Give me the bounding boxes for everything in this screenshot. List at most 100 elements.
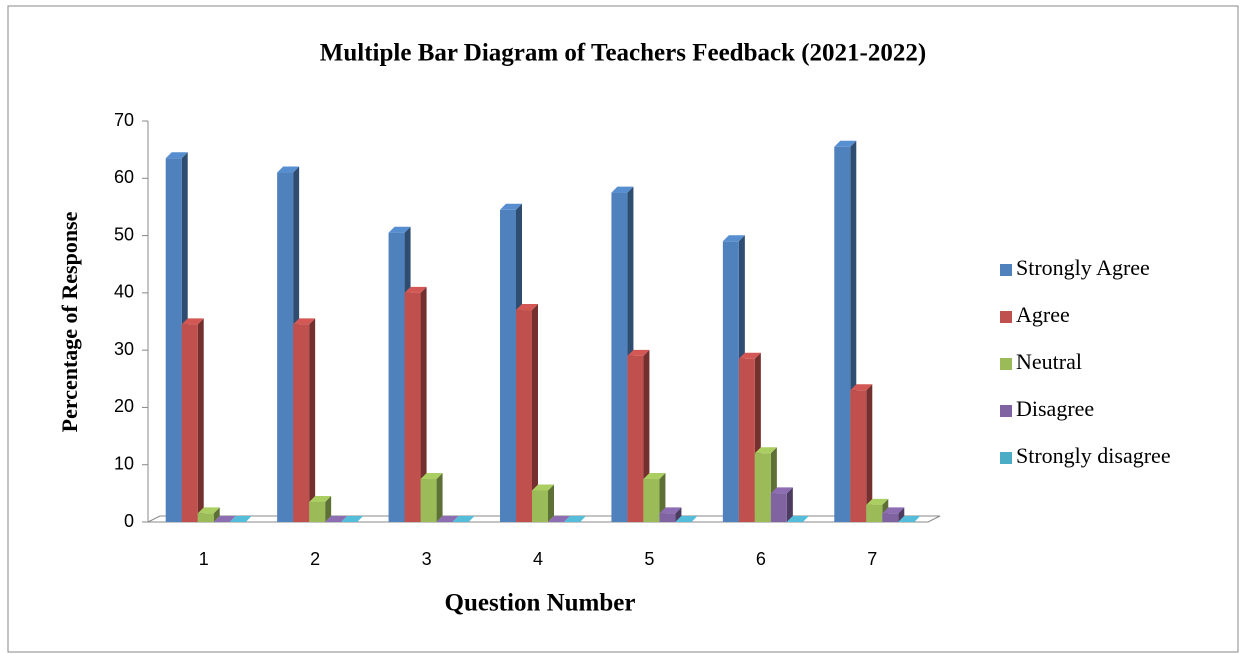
bar-top bbox=[197, 507, 220, 514]
legend-label: Strongly disagree bbox=[1016, 443, 1171, 468]
legend-swatch bbox=[1000, 358, 1012, 370]
bar-front bbox=[659, 513, 676, 522]
bar-top bbox=[277, 166, 300, 173]
bar bbox=[516, 304, 538, 522]
bar-side bbox=[675, 507, 682, 522]
bar bbox=[564, 516, 586, 522]
y-tick-label: 10 bbox=[114, 453, 134, 473]
bar bbox=[436, 516, 459, 522]
bar-top bbox=[754, 447, 777, 454]
bar-side bbox=[436, 473, 443, 522]
bar-front bbox=[643, 479, 660, 522]
bar bbox=[770, 487, 793, 522]
bar-side bbox=[786, 487, 793, 522]
bar-top bbox=[898, 516, 921, 522]
x-tick-label: 7 bbox=[867, 549, 877, 569]
legend-swatch bbox=[1000, 452, 1012, 464]
bar bbox=[882, 507, 905, 522]
bar bbox=[452, 516, 475, 522]
y-tick-label: 60 bbox=[114, 167, 134, 187]
bar-top bbox=[532, 484, 554, 491]
bar-top bbox=[548, 516, 570, 522]
y-tick-label: 70 bbox=[114, 110, 134, 130]
x-tick-label: 6 bbox=[756, 549, 766, 569]
y-tick-label: 20 bbox=[114, 396, 134, 416]
legend-swatch bbox=[1000, 405, 1012, 417]
legend-label: Strongly Agree bbox=[1016, 255, 1150, 280]
bar-top bbox=[500, 203, 522, 210]
y-tick-label: 30 bbox=[114, 339, 134, 359]
bar-front bbox=[309, 501, 326, 522]
bar-top bbox=[564, 516, 586, 522]
legend-label: Agree bbox=[1016, 302, 1070, 327]
bar-front bbox=[181, 324, 198, 522]
bar-top bbox=[309, 495, 332, 502]
chart-title: Multiple Bar Diagram of Teachers Feedbac… bbox=[320, 40, 926, 67]
bar-front bbox=[516, 310, 532, 522]
bar-front bbox=[420, 479, 437, 522]
bar-front bbox=[754, 453, 771, 522]
legend-label: Neutral bbox=[1016, 349, 1082, 374]
bar-front bbox=[197, 513, 214, 522]
bar-side bbox=[325, 495, 332, 522]
bar bbox=[548, 516, 570, 522]
bar-front bbox=[770, 493, 787, 522]
bar-front bbox=[866, 504, 883, 522]
bar-top bbox=[293, 318, 316, 325]
bar bbox=[420, 473, 443, 522]
bar-top bbox=[341, 516, 364, 522]
bar bbox=[341, 516, 364, 522]
bar-top bbox=[420, 473, 443, 480]
x-tick-label: 3 bbox=[422, 549, 432, 569]
bar-front bbox=[834, 146, 851, 522]
bar-top bbox=[675, 516, 698, 522]
bar-side bbox=[548, 484, 554, 522]
bar-top bbox=[516, 304, 538, 311]
bar bbox=[850, 384, 873, 522]
bar-front bbox=[277, 172, 294, 523]
bar-top bbox=[770, 487, 793, 494]
x-tick-label: 4 bbox=[533, 549, 543, 569]
bar bbox=[325, 516, 348, 522]
bar-top bbox=[866, 498, 889, 505]
bar-top bbox=[627, 349, 650, 356]
bar-side bbox=[309, 318, 316, 522]
bar bbox=[197, 507, 220, 522]
bar bbox=[659, 507, 682, 522]
x-tick-label: 5 bbox=[644, 549, 654, 569]
bar bbox=[293, 318, 316, 522]
bar-side bbox=[532, 304, 538, 522]
bar-top bbox=[388, 226, 411, 233]
bar-front bbox=[500, 209, 516, 523]
y-tick-label: 0 bbox=[124, 511, 134, 531]
bar-top bbox=[738, 352, 761, 359]
bar-top bbox=[436, 516, 459, 522]
bar-top bbox=[181, 318, 204, 325]
bar-front bbox=[404, 292, 421, 522]
bar-top bbox=[722, 235, 745, 242]
bar-side bbox=[866, 384, 873, 522]
bar-front bbox=[611, 192, 628, 522]
bar-top bbox=[404, 286, 427, 293]
x-tick-label: 1 bbox=[199, 549, 209, 569]
bar-front bbox=[850, 390, 867, 522]
bar bbox=[786, 516, 809, 522]
bar bbox=[898, 516, 921, 522]
bar bbox=[309, 495, 332, 522]
bar-front bbox=[388, 232, 405, 522]
bar bbox=[181, 318, 204, 522]
bar-front bbox=[532, 490, 548, 522]
y-tick-label: 50 bbox=[114, 224, 134, 244]
bar-side bbox=[197, 318, 204, 522]
bar bbox=[532, 484, 554, 522]
x-tick-label: 2 bbox=[310, 549, 320, 569]
bar-front bbox=[722, 241, 739, 523]
bar bbox=[675, 516, 698, 522]
legend-swatch bbox=[1000, 264, 1012, 276]
bar-side bbox=[213, 507, 220, 522]
bar-top bbox=[834, 140, 857, 147]
bar-top bbox=[850, 384, 873, 391]
legend-label: Disagree bbox=[1016, 396, 1094, 421]
bar-front bbox=[293, 324, 310, 522]
